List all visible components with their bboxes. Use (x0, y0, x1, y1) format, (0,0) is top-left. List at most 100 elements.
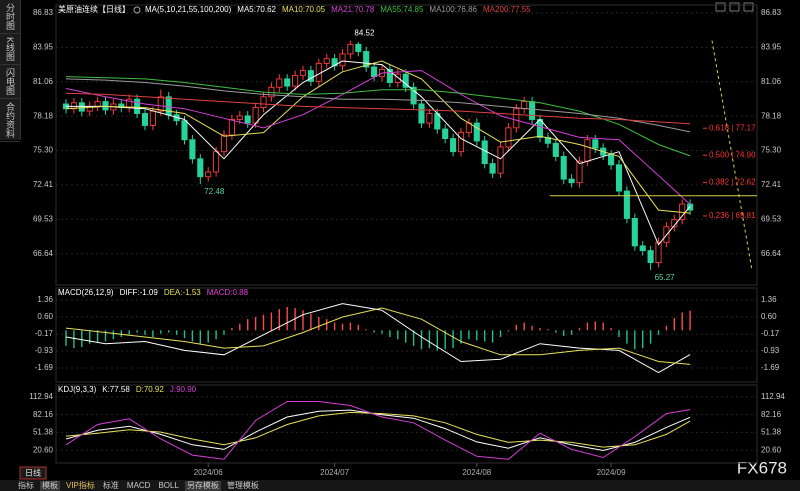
legend-item: K:77.58 (102, 385, 130, 394)
macd-bar (642, 330, 644, 349)
y-tick-label: 75.30 (761, 146, 782, 155)
macd-bar (152, 330, 154, 338)
macd-bar (302, 310, 304, 331)
macd-bar (563, 330, 565, 336)
candle-body (529, 101, 536, 120)
y-tick-label: -0.17 (761, 329, 780, 338)
tab[interactable]: 指标 (18, 480, 34, 490)
y-tick-label: 81.06 (33, 77, 54, 86)
indicator-line (65, 411, 691, 448)
candle-body (78, 102, 85, 112)
y-tick-label: 112.94 (29, 392, 53, 401)
candle-body (457, 132, 465, 153)
y-tick-label: -1.69 (35, 363, 54, 372)
candle-body (236, 115, 243, 120)
indicator-line (66, 60, 691, 246)
icon[interactable] (715, 2, 726, 12)
macd-bar (539, 328, 541, 331)
sidebar-item[interactable]: 闪电图 (0, 65, 20, 100)
candle-body (134, 98, 141, 114)
y-tick-label: 69.53 (761, 214, 782, 223)
candle-body (410, 86, 417, 105)
extreme-label: 72.48 (204, 187, 225, 196)
y-tick-label: 0.60 (761, 312, 777, 321)
legend-item: MACD:0.88 (207, 288, 249, 297)
candle-body (213, 151, 220, 173)
fibonacci-line (711, 40, 753, 271)
tab[interactable]: VIP指标 (66, 480, 95, 490)
macd-bar (136, 330, 138, 333)
legend-item: KDJ(9,3,3) (58, 385, 97, 394)
macd-bar (231, 328, 233, 331)
macd-bar (673, 318, 675, 331)
macd-bar (491, 330, 494, 343)
toolbar-bg (0, 480, 800, 491)
macd-bar (286, 306, 288, 331)
y-tick-label: 0.60 (37, 312, 53, 321)
sidebar-item[interactable]: 合约资料 (0, 99, 20, 143)
tab[interactable]: MACD (127, 481, 151, 490)
macd-bar (81, 330, 83, 348)
macd-bar (144, 330, 146, 335)
candle-body (165, 96, 172, 116)
settings-icon[interactable] (133, 6, 141, 14)
macd-bar (365, 329, 367, 331)
fibonacci-label: 0.236 | 69.81 (709, 211, 756, 220)
candle-body (339, 53, 346, 67)
macd-bar (270, 312, 273, 331)
candle-body (497, 146, 504, 174)
period[interactable]: 日线 (25, 468, 41, 478)
macd-bar (515, 324, 517, 331)
period-box[interactable] (19, 466, 47, 480)
indicator-line (65, 307, 691, 365)
candle-body (576, 160, 583, 184)
macd-bar (618, 330, 620, 338)
legend-item: MACD(26,12,9) (58, 288, 114, 297)
indicator-line (65, 401, 691, 460)
tab[interactable]: BOLL (158, 481, 179, 490)
tab[interactable]: 另存模板 (187, 480, 219, 490)
y-tick-label: 112.94 (761, 392, 785, 401)
legend-item: DIFF:-1.09 (120, 288, 159, 297)
candle-body (402, 73, 409, 88)
macd-bar (278, 309, 280, 331)
candle-body (276, 78, 283, 88)
candle-body (505, 127, 512, 148)
macd-bar (333, 322, 336, 331)
indicator-line (65, 60, 691, 214)
tab[interactable]: 标准 (103, 480, 119, 490)
tab-bg[interactable] (40, 481, 60, 491)
y-tick-label: 83.95 (761, 42, 782, 51)
y-tick-label: 1.36 (37, 295, 53, 304)
extreme-label: 84.52 (354, 29, 375, 38)
y-tick-label: -0.93 (761, 346, 780, 355)
candle-body (623, 190, 630, 219)
icon[interactable] (743, 2, 754, 12)
candle-body (386, 68, 393, 83)
macd-bar (634, 330, 636, 350)
macd-bar (357, 324, 359, 331)
candle-body (141, 113, 149, 126)
tab[interactable]: 模板 (42, 480, 58, 490)
macd-bar (499, 330, 502, 338)
legend-item: MA55:74.85 (380, 5, 424, 14)
macd-bar (570, 330, 573, 335)
indicator-line (65, 92, 691, 125)
watermark: FX678 (737, 458, 787, 477)
sidebar-item[interactable]: 分时图 (0, 0, 20, 34)
candle-body (347, 43, 354, 55)
candle-body (560, 155, 567, 180)
candle-body (608, 154, 615, 166)
icon[interactable] (729, 2, 740, 12)
legend-item: 美原油连续【日线】 (58, 4, 130, 14)
panel-frame (55, 4, 758, 286)
indicator-line (65, 70, 691, 205)
candle-body (244, 115, 251, 124)
tab-bg[interactable] (184, 481, 221, 491)
tab[interactable]: 管理模板 (227, 480, 259, 490)
sidebar-item[interactable]: K线图 (0, 34, 20, 66)
y-tick-label: 78.18 (33, 111, 54, 120)
candle-body (307, 70, 314, 82)
macd-bar (460, 330, 462, 344)
